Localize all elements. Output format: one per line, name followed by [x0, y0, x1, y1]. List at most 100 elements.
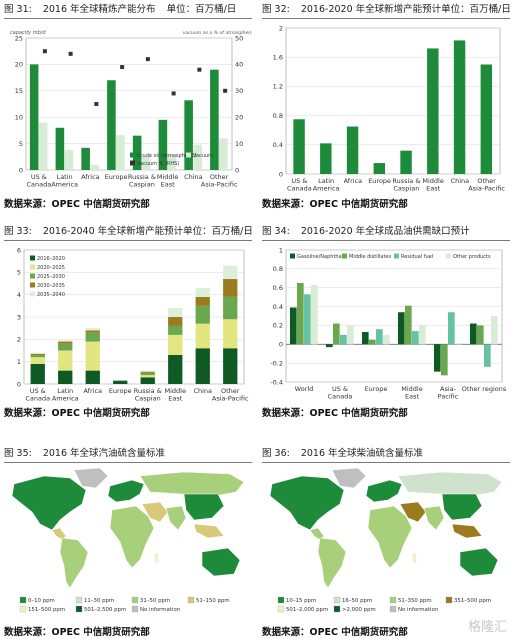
x-tick-label: Asia-Pacific — [438, 385, 459, 401]
legend-label: 11–30 ppm — [84, 598, 114, 604]
x-tick-label: Europe — [368, 177, 391, 185]
x-tick-label: Africa — [344, 177, 363, 185]
rhs-marker — [223, 88, 228, 93]
bar — [193, 144, 202, 170]
panel-title: 图 34: 2016-2020 年全球成品油供需缺口预计 — [262, 224, 510, 241]
x-tick-label: Europe — [365, 385, 388, 393]
legend-swatch — [30, 264, 35, 270]
stacked-bar-segment — [195, 348, 210, 384]
stacked-bar-segment — [195, 287, 210, 297]
map-region-europe — [365, 479, 403, 503]
map-region-russia — [397, 471, 503, 497]
bar — [320, 143, 332, 174]
bar — [400, 150, 412, 174]
y-tick-label: 0.4 — [273, 303, 283, 311]
stacked-bar-segment — [58, 341, 73, 344]
map-region-greenland — [73, 467, 109, 489]
map-region-russia — [139, 471, 245, 497]
legend-swatch — [30, 282, 35, 288]
legend-swatch — [389, 596, 397, 604]
stacked-bar-segment — [58, 343, 73, 351]
y-tick-label: 1 — [279, 246, 283, 254]
stacked-bar-segment — [58, 340, 73, 342]
bar — [184, 100, 193, 170]
stacked-bar-segment — [140, 370, 155, 372]
figure-unit: 单位：百万桶/日 — [166, 4, 237, 15]
bar — [448, 312, 455, 345]
bar — [81, 147, 90, 170]
bar — [219, 138, 228, 170]
panel-title: 图 32: 2016-2020 年全球新增产能预计单位：百万桶/日 — [262, 2, 510, 19]
stacked-bar-segment — [85, 341, 100, 371]
legend-swatch — [30, 255, 35, 261]
stacked-bar-segment — [85, 330, 100, 333]
y-tick-label: 5 — [19, 140, 23, 148]
stacked-bar-segment — [195, 305, 210, 324]
x-tick-label: Russia & Caspian — [134, 387, 162, 403]
stacked-bar-segment — [85, 332, 100, 342]
legend-swatch — [333, 605, 341, 613]
bar — [340, 334, 347, 345]
legend-label: No information — [398, 607, 438, 613]
panel-fig31: 图 31: 2016 年全球精炼产能分布 单位：百万桶/日 0 5 10 15 20 25… — [4, 2, 252, 210]
legend-label: 0–10 ppm — [28, 598, 55, 604]
legend-swatch — [30, 273, 35, 279]
figure-title: 2016-2020 年全球成品油供需缺口预计 — [300, 226, 470, 237]
legend-label: Vacuum % (RHS) — [137, 161, 179, 167]
stacked-bar-segment — [168, 325, 183, 335]
plot-area — [285, 27, 501, 175]
y-tick-label: 6 — [17, 246, 21, 254]
bar — [90, 164, 99, 170]
y-tick-label: 15 — [15, 87, 23, 95]
bar — [325, 344, 333, 348]
stacked-bar-segment — [223, 319, 238, 349]
bar — [476, 325, 484, 345]
stacked-bar-segment — [58, 350, 73, 371]
y-tick-label: 0 — [19, 166, 23, 174]
x-tick-label: US & Canada — [328, 385, 353, 401]
figure-source: 数据来源：OPEC 中信期货研究部 — [262, 408, 408, 419]
panel-title: 图 31: 2016 年全球精炼产能分布 单位：百万桶/日 — [4, 2, 252, 19]
legend-swatch — [130, 160, 135, 166]
x-tick-label: Latin America — [51, 173, 78, 189]
stacked-bar-segment — [223, 265, 238, 280]
bar — [64, 149, 74, 170]
legend-swatch — [19, 596, 27, 604]
figure-source: 数据来源：OPEC 中信期货研究部 — [4, 408, 150, 419]
y-tick-label: 4 — [17, 291, 21, 299]
stacked-bar-segment — [168, 354, 183, 384]
figure-number: 图 32: — [262, 4, 290, 15]
figure-source: 数据来源：OPEC 中信期货研究部 — [262, 627, 408, 638]
panel-fig36: 图 36: 2016 年全球柴油硫含量标准 10–15 ppm 16–50 ppm… — [262, 446, 510, 638]
x-tick-label: Other regions — [462, 385, 507, 393]
bar — [107, 80, 116, 170]
map-region-madagascar — [411, 551, 418, 565]
rhs-marker — [145, 57, 150, 62]
x-tick-label: Latin America — [52, 387, 79, 403]
y2-tick-label: 20 — [235, 114, 243, 122]
map-region-south-asia — [165, 505, 187, 531]
panel-title: 图 36: 2016 年全球柴油硫含量标准 — [262, 446, 510, 463]
legend-swatch — [277, 605, 285, 613]
stacked-bar-segment — [85, 370, 100, 384]
legend-label: 501–2,000 ppm — [286, 607, 328, 613]
legend-label: 2020–2025 — [37, 265, 65, 271]
panel-fig33: 图 33: 2016-2040 年全球新增产能预计单位：百万桶/日 0 1 2 3 4 5… — [4, 224, 252, 419]
legend-swatch — [75, 605, 83, 613]
bar — [455, 344, 462, 345]
y-tick-label: 20 — [15, 61, 23, 69]
y-tick-label: -0.4 — [270, 378, 283, 386]
y-tick-label: 1.6 — [273, 54, 283, 62]
y-tick-label: 3 — [17, 313, 21, 321]
y-tick-label: 0.8 — [273, 112, 283, 120]
map-region-madagascar — [153, 551, 160, 565]
y-tick-label: 0.4 — [273, 141, 283, 149]
stacked-bar-segment — [168, 308, 183, 317]
legend-label: 501–2,500 ppm — [84, 607, 126, 613]
stacked-bar-segment — [30, 354, 45, 358]
legend-label: Gasoline/Naphtha — [297, 254, 342, 260]
bar — [167, 155, 177, 170]
figure-title: 2016 年全球汽油硫含量标准 — [42, 448, 166, 459]
